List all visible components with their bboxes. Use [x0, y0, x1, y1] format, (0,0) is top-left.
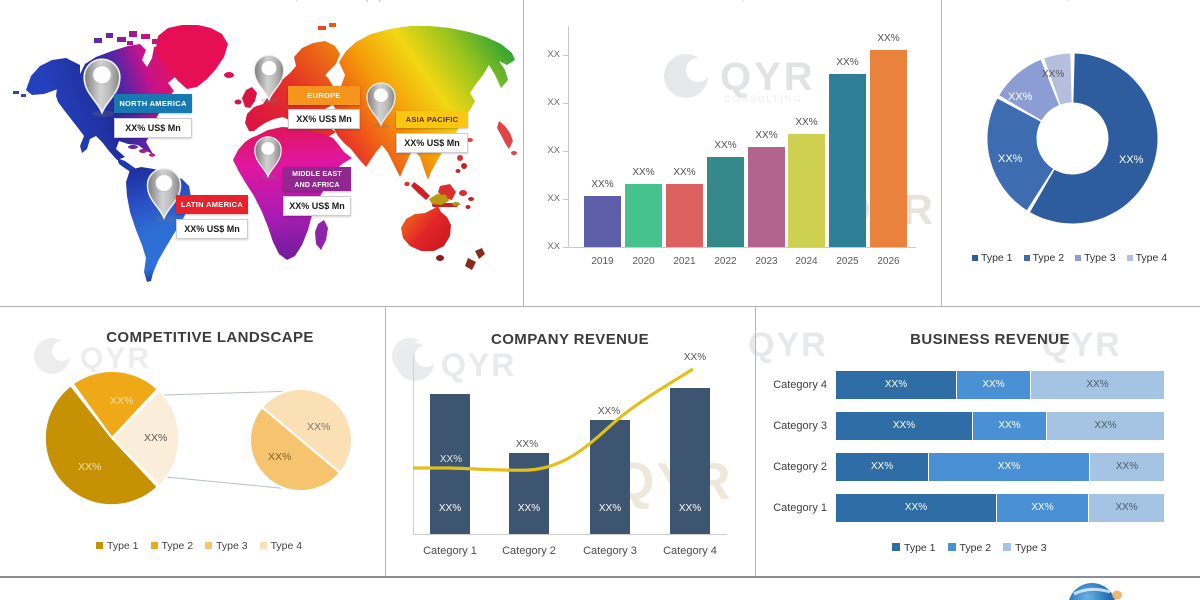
svg-text:XX%: XX%: [1042, 69, 1064, 80]
svg-text:XX%: XX%: [110, 395, 133, 407]
svg-text:QYR: QYR: [441, 347, 516, 383]
svg-text:XX%: XX%: [307, 421, 330, 433]
svg-text:XX%: XX%: [268, 451, 291, 463]
svg-text:QYR: QYR: [80, 342, 151, 375]
svg-text:XX%: XX%: [998, 153, 1023, 165]
svg-text:CONSULTING: CONSULTING: [724, 94, 802, 104]
svg-text:XX%: XX%: [144, 432, 167, 444]
svg-text:QYR: QYR: [720, 55, 816, 99]
svg-text:XX%: XX%: [1119, 154, 1144, 166]
svg-text:XX%: XX%: [78, 461, 101, 473]
svg-text:XX%: XX%: [1008, 91, 1033, 103]
